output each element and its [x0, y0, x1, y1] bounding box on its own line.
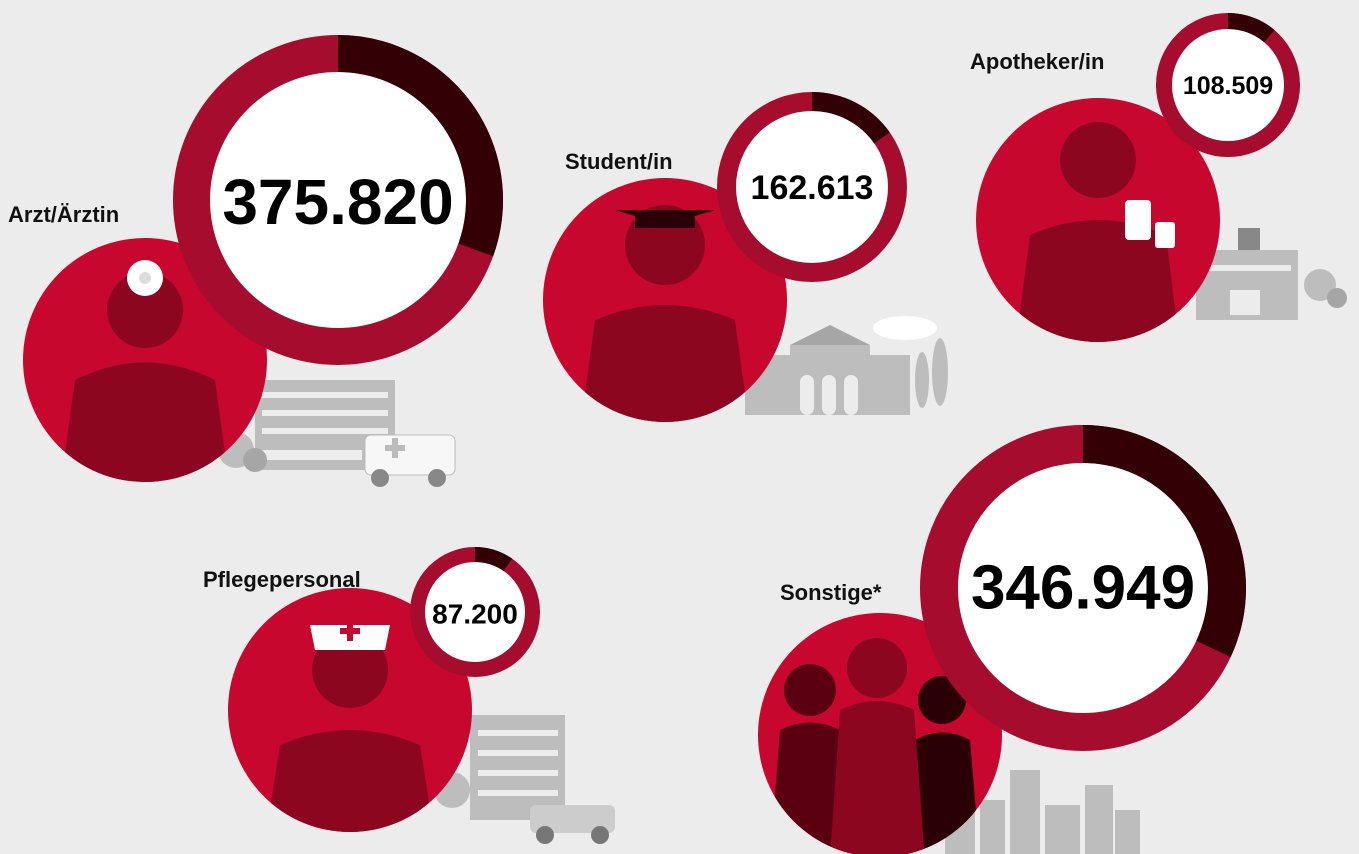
count: 162.613 — [751, 169, 874, 207]
group-label: Arzt/Ärztin — [8, 202, 119, 227]
person-student — [543, 178, 787, 422]
group-label: Pflegepersonal — [203, 567, 361, 592]
person-pharmacist — [976, 98, 1220, 342]
ring — [1156, 13, 1300, 157]
ring — [717, 92, 907, 282]
group-label: Apotheker/in — [970, 49, 1104, 74]
count: 87.200 — [432, 599, 518, 630]
scenery — [218, 228, 1347, 854]
ring — [173, 35, 503, 365]
count: 375.820 — [222, 166, 453, 238]
count: 108.509 — [1183, 72, 1273, 100]
group-label: Sonstige* — [780, 580, 882, 605]
count: 346.949 — [971, 554, 1195, 623]
ring — [410, 547, 540, 677]
ring — [920, 425, 1246, 751]
group-label: Student/in — [565, 149, 673, 174]
person-nurse — [228, 588, 472, 832]
